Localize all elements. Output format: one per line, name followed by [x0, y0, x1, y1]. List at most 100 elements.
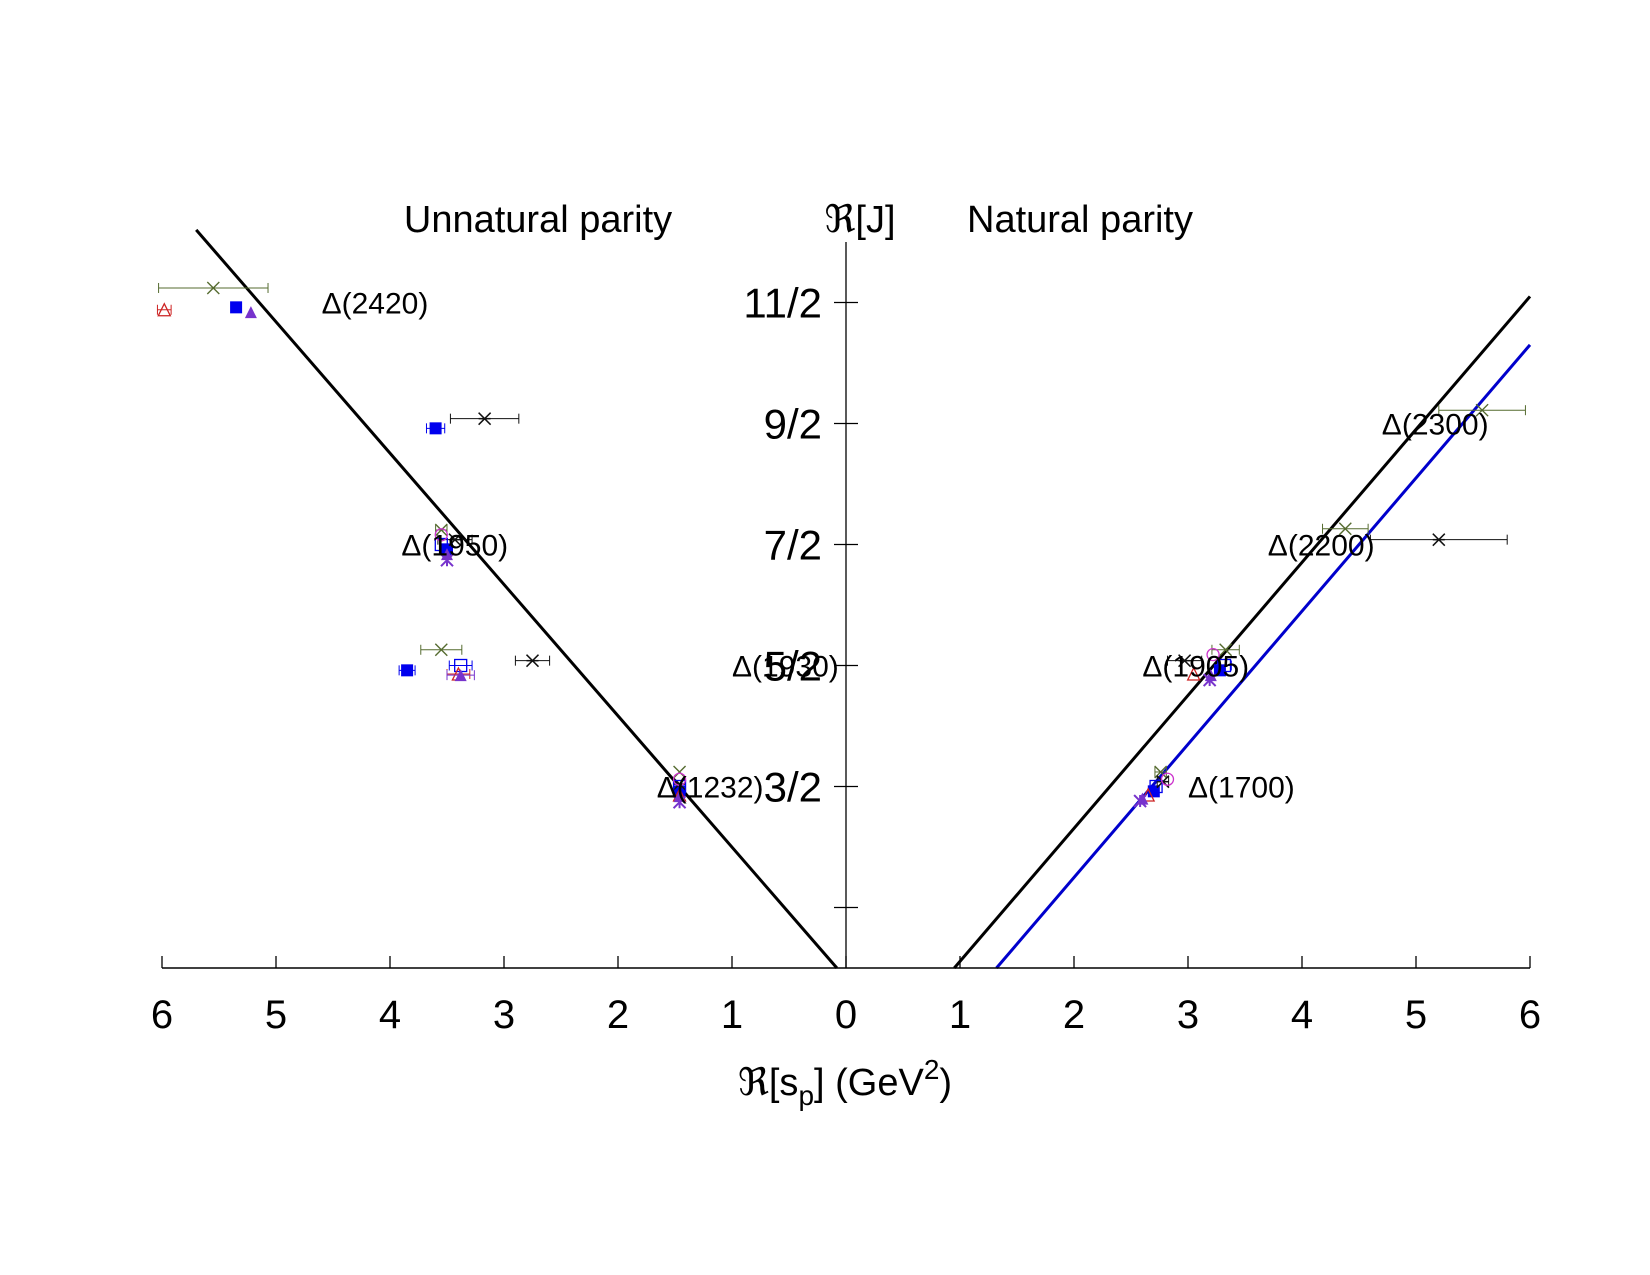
- x-tick-label: 3: [1177, 993, 1199, 1037]
- point-filled-square: [401, 664, 414, 677]
- point-filled-square: [429, 422, 442, 435]
- x-tick-label: 4: [1291, 993, 1313, 1037]
- x-tick-label: 6: [151, 993, 173, 1037]
- series-open-square: [434, 537, 1232, 794]
- point-open-circle: [672, 772, 687, 786]
- x-axis-label-mid: ] (GeV: [814, 1062, 924, 1104]
- x-tick-label: 2: [1063, 993, 1085, 1037]
- resonance-label: Δ(2300): [1382, 409, 1489, 442]
- series-open-circle: [434, 528, 1220, 786]
- x-axis-label-pre: ℜ[s: [738, 1062, 799, 1104]
- x-tick-label: 4: [379, 993, 401, 1037]
- point-asterisk: [525, 654, 540, 668]
- y-tick-label: 11/2: [743, 280, 822, 327]
- x-tick-label: 6: [1519, 993, 1541, 1037]
- marker-open-circle: [434, 528, 448, 542]
- point-open-triangle: [157, 302, 172, 317]
- trajectory-lines: [195, 228, 1532, 969]
- marker-open-circle: [672, 772, 687, 786]
- y-tick-label: 3/2: [764, 764, 822, 811]
- point-open-circle: [1206, 647, 1220, 662]
- point-star: [672, 795, 687, 809]
- resonance-label: Δ(2200): [1268, 530, 1375, 563]
- point-asterisk: [1432, 533, 1446, 547]
- point-cross-x: [206, 281, 220, 295]
- marker-stroke: [1219, 643, 1233, 657]
- resonance-label: Δ(1232): [657, 772, 764, 805]
- x-tick-label: 1: [949, 993, 971, 1037]
- marker-filled-square: [401, 664, 414, 677]
- marker-filled-triangle: [244, 306, 257, 319]
- point-cross-x: [1219, 643, 1233, 657]
- resonance-label: Δ(1905): [1142, 651, 1249, 684]
- trajectory-line-unnatural: [195, 228, 839, 969]
- x-tick-label: 5: [265, 993, 287, 1037]
- point-star: [1202, 673, 1217, 687]
- marker-stroke: [434, 643, 448, 657]
- marker-filled-triangle: [454, 669, 467, 682]
- marker-open-triangle: [1186, 666, 1201, 681]
- marker-open-circle: [1206, 647, 1220, 662]
- marker-filled-square: [429, 422, 442, 435]
- marker-stroke: [206, 281, 220, 295]
- point-open-square: [1217, 658, 1232, 673]
- point-open-circle: [1160, 772, 1175, 786]
- x-axis-label-sup: 2: [924, 1054, 940, 1085]
- marker-filled-square: [1213, 664, 1226, 677]
- resonance-label: Δ(1930): [732, 651, 839, 684]
- right-title: Natural parity: [967, 199, 1193, 241]
- point-cross-x: [1338, 522, 1352, 536]
- x-tick-label: 3: [493, 993, 515, 1037]
- point-filled-square: [230, 301, 243, 314]
- x-axis-label-post: ): [939, 1062, 952, 1104]
- marker-open-square: [434, 537, 448, 552]
- point-cross-x: [1475, 403, 1489, 417]
- marker-stroke: [1338, 522, 1352, 536]
- point-cross-x: [434, 643, 448, 657]
- resonance-label: Δ(1700): [1188, 772, 1295, 805]
- point-asterisk: [478, 412, 492, 426]
- y-axis-label: ℜ[J]: [824, 199, 895, 241]
- resonance-labels: Δ(2420) Δ(1950) Δ(1930) Δ(1232) Δ(2300) Δ(220…: [322, 288, 1489, 805]
- marker-open-square: [1217, 658, 1232, 673]
- marker-stroke: [1475, 403, 1489, 417]
- point-open-square: [1149, 779, 1163, 794]
- x-tick-label: 5: [1405, 993, 1427, 1037]
- point-open-square: [434, 537, 448, 552]
- marker-open-triangle: [157, 302, 172, 317]
- resonance-label: Δ(1950): [401, 530, 508, 563]
- point-star: [440, 553, 454, 567]
- point-cross-x: [434, 523, 448, 537]
- series-star: [440, 553, 1217, 809]
- y-tick-label: 5/2: [764, 643, 822, 690]
- point-star: [1133, 794, 1147, 808]
- point-open-triangle: [1186, 666, 1201, 681]
- marker-open-square: [1149, 779, 1163, 794]
- resonance-label: Δ(2420): [322, 288, 429, 321]
- x-tick-label: 0: [835, 993, 857, 1037]
- x-axis-label-sub: p: [798, 1080, 814, 1111]
- point-filled-triangle: [454, 669, 467, 682]
- data-points: [156, 281, 1526, 809]
- marker-open-circle: [1160, 772, 1175, 786]
- x-axis-label: ℜ[sp] (GeV2): [738, 1054, 952, 1111]
- series-cross-x: [158, 281, 1526, 779]
- marker-stroke: [673, 765, 687, 779]
- axes: 6 5 4 3 2 1 0 1 2 3 4 5 6 3/2 5/2 7/2 9/2 11/2: [151, 242, 1541, 1037]
- trajectory-line-natural: [995, 343, 1532, 969]
- y-tick-label: 9/2: [764, 401, 822, 448]
- left-title: Unnatural parity: [404, 199, 672, 241]
- point-cross-x: [673, 765, 687, 779]
- y-tick-label: 7/2: [764, 522, 822, 569]
- point-filled-triangle: [244, 306, 257, 319]
- marker-filled-square: [230, 301, 243, 314]
- point-asterisk: [1178, 654, 1192, 668]
- x-tick-label: 2: [607, 993, 629, 1037]
- point-open-circle: [434, 528, 448, 542]
- x-tick-label: 1: [721, 993, 743, 1037]
- point-filled-square: [1213, 664, 1226, 677]
- trajectory-line-natural: [953, 295, 1532, 969]
- point-asterisk: [448, 533, 462, 547]
